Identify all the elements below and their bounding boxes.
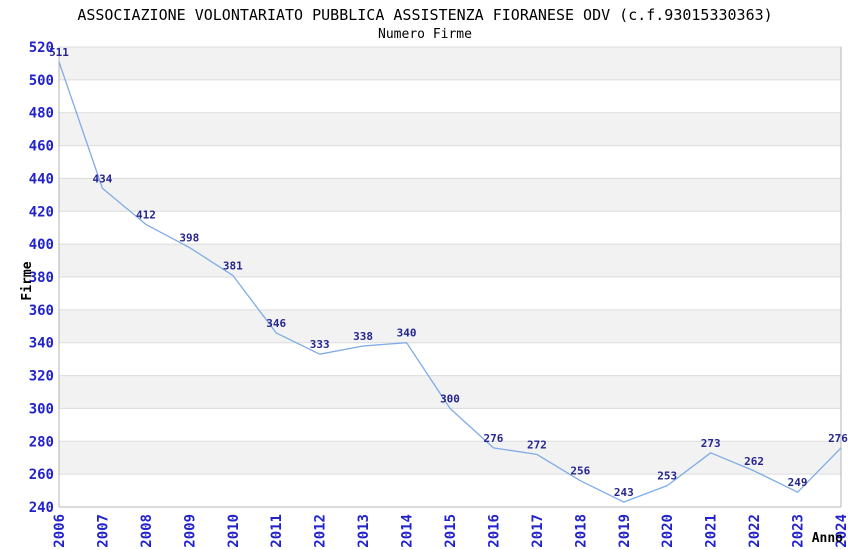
x-tick-label: 2023 (791, 514, 807, 548)
data-point-label: 340 (397, 327, 417, 340)
y-tick-label: 380 (29, 270, 54, 286)
data-point-label: 412 (136, 208, 156, 221)
y-axis-label: Firme (20, 261, 35, 300)
data-point-label: 276 (483, 432, 503, 445)
y-tick-label: 420 (29, 204, 54, 220)
x-axis-label: Anno (812, 531, 843, 546)
data-point-label: 300 (440, 392, 460, 405)
x-tick-label: 2009 (182, 514, 198, 548)
data-point-label: 272 (527, 438, 547, 451)
x-tick-label: 2018 (573, 514, 589, 548)
data-point-label: 273 (701, 437, 721, 450)
y-tick-label: 320 (29, 369, 54, 385)
y-tick-label: 300 (29, 401, 54, 417)
y-tick-label: 360 (29, 303, 54, 319)
grid-band (59, 441, 841, 475)
data-point-label: 381 (223, 259, 243, 272)
x-tick-label: 2024 (834, 514, 850, 548)
y-tick-label: 340 (29, 336, 54, 352)
grid-band (59, 178, 841, 212)
x-tick-label: 2013 (356, 514, 372, 548)
grid-band (59, 309, 841, 343)
y-tick-label: 520 (29, 40, 54, 56)
x-tick-label: 2010 (226, 514, 242, 548)
grid-band (59, 244, 841, 277)
y-tick-label: 480 (29, 106, 54, 122)
grid-band (59, 375, 841, 409)
data-point-label: 276 (828, 432, 848, 445)
data-point-label: 262 (744, 455, 764, 468)
x-tick-label: 2021 (704, 514, 720, 548)
x-tick-label: 2006 (52, 514, 68, 548)
x-tick-label: 2019 (617, 514, 633, 548)
chart-title: ASSOCIAZIONE VOLONTARIATO PUBBLICA ASSIS… (77, 6, 773, 24)
y-tick-label: 440 (29, 171, 54, 187)
grid-band (59, 112, 841, 146)
y-tick-label: 460 (29, 139, 54, 155)
grid-band (59, 47, 841, 80)
x-tick-label: 2008 (139, 514, 155, 548)
data-point-label: 333 (310, 338, 330, 351)
data-point-label: 346 (266, 317, 286, 330)
data-point-label: 243 (614, 486, 634, 499)
y-tick-label: 260 (29, 467, 54, 483)
y-tick-label: 240 (29, 500, 54, 516)
data-point-label: 256 (570, 465, 590, 478)
data-point-label: 434 (92, 172, 112, 185)
x-tick-label: 2017 (530, 514, 546, 548)
x-tick-label: 2016 (486, 514, 502, 548)
x-tick-label: 2007 (95, 514, 111, 548)
x-tick-label: 2011 (269, 514, 285, 548)
chart-subtitle: Numero Firme (378, 27, 472, 42)
y-tick-label: 280 (29, 434, 54, 450)
x-tick-label: 2014 (400, 514, 416, 548)
x-tick-label: 2015 (443, 514, 459, 548)
y-tick-label: 500 (29, 73, 54, 89)
data-line (58, 61, 842, 503)
data-point-label: 338 (353, 330, 373, 343)
x-tick-label: 2022 (747, 514, 763, 548)
data-point-label: 249 (788, 476, 808, 489)
data-point-label: 398 (179, 231, 199, 244)
y-tick-label: 400 (29, 237, 54, 253)
x-tick-label: 2012 (313, 514, 329, 548)
x-tick-label: 2020 (660, 514, 676, 548)
data-point-label: 253 (657, 470, 677, 483)
data-point-label: 511 (49, 46, 69, 59)
